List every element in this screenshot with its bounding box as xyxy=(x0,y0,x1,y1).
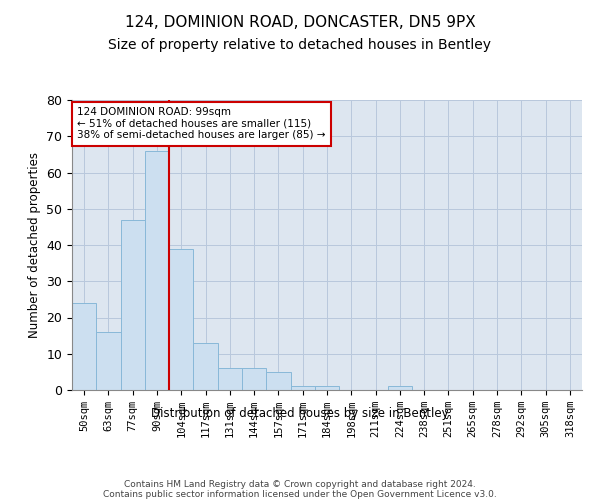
Bar xyxy=(242,368,266,390)
Bar xyxy=(218,368,242,390)
Bar xyxy=(96,332,121,390)
Bar xyxy=(290,386,315,390)
Y-axis label: Number of detached properties: Number of detached properties xyxy=(28,152,41,338)
Bar xyxy=(72,303,96,390)
Bar xyxy=(169,248,193,390)
Bar xyxy=(266,372,290,390)
Text: Distribution of detached houses by size in Bentley: Distribution of detached houses by size … xyxy=(151,408,449,420)
Bar xyxy=(121,220,145,390)
Text: 124, DOMINION ROAD, DONCASTER, DN5 9PX: 124, DOMINION ROAD, DONCASTER, DN5 9PX xyxy=(125,15,475,30)
Bar xyxy=(315,386,339,390)
Text: 124 DOMINION ROAD: 99sqm
← 51% of detached houses are smaller (115)
38% of semi-: 124 DOMINION ROAD: 99sqm ← 51% of detach… xyxy=(77,108,326,140)
Text: Contains HM Land Registry data © Crown copyright and database right 2024.
Contai: Contains HM Land Registry data © Crown c… xyxy=(103,480,497,500)
Bar xyxy=(145,151,169,390)
Bar xyxy=(193,343,218,390)
Bar xyxy=(388,386,412,390)
Text: Size of property relative to detached houses in Bentley: Size of property relative to detached ho… xyxy=(109,38,491,52)
